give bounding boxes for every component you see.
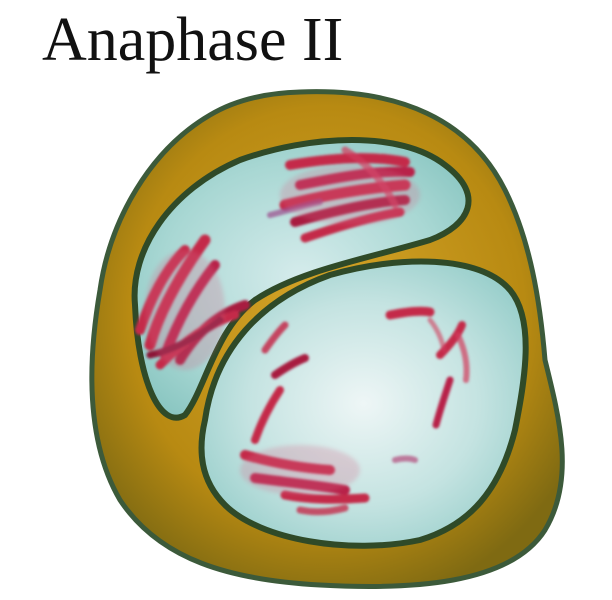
- stain-halo: [145, 165, 420, 495]
- chromosome-cluster-right: [385, 306, 470, 429]
- figure-title: Anaphase II: [42, 6, 344, 74]
